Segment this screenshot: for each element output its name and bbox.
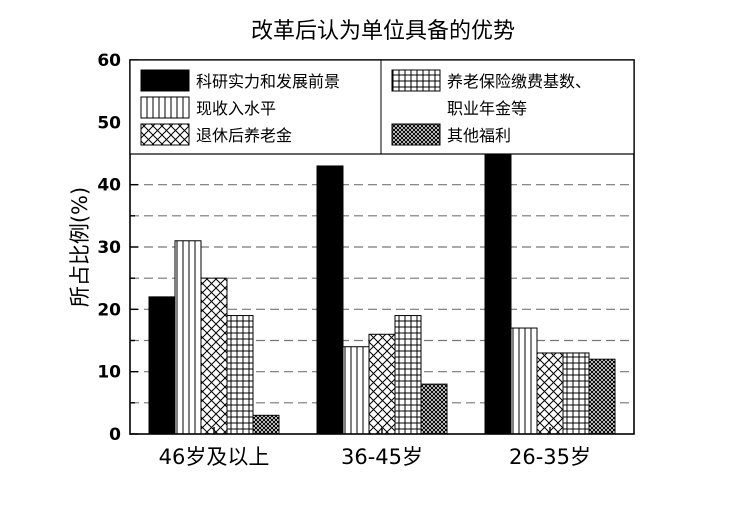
bar (420, 383, 448, 435)
bar (252, 414, 280, 435)
y-tick-label: 60 (97, 51, 121, 71)
bar (226, 315, 254, 435)
bar (342, 346, 370, 435)
legend-box (129, 59, 635, 155)
legend-swatch-other (391, 123, 441, 146)
legend-label-income: 现收入水平 (196, 99, 276, 118)
y-tick-label: 40 (97, 176, 121, 196)
bar (510, 327, 538, 435)
x-tick-label: 46岁及以上 (159, 445, 270, 469)
bar (148, 296, 176, 435)
x-tick-label: 36-45岁 (341, 445, 423, 469)
legend-label-pension: 退休后养老金 (196, 126, 292, 145)
x-axis: 46岁及以上 36-45岁 26-35岁 (159, 427, 591, 469)
legend-swatch-insurance (391, 69, 441, 92)
legend-label-research: 科研实力和发展前景 (196, 72, 340, 91)
bar (368, 333, 396, 435)
bar (562, 352, 590, 435)
bar (200, 277, 228, 435)
y-tick-label: 20 (97, 300, 121, 320)
bar (394, 315, 422, 435)
x-tick-label: 26-35岁 (509, 445, 591, 469)
legend-swatch-pension (140, 123, 190, 146)
bar (316, 165, 344, 435)
y-tick-label: 30 (97, 238, 121, 258)
y-tick-label: 10 (97, 363, 121, 383)
y-axis-label: 所占比例(%) (68, 187, 92, 307)
legend-label-insurance-line2: 职业年金等 (447, 99, 527, 118)
bar (174, 240, 202, 435)
legend-swatch-income (140, 96, 190, 119)
legend-swatch-research (140, 69, 190, 92)
bar (484, 153, 512, 435)
chart-title: 改革后认为单位具备的优势 (251, 19, 515, 44)
y-tick-label: 0 (109, 425, 121, 445)
bar (536, 352, 564, 435)
bars (148, 153, 616, 435)
legend: 科研实力和发展前景 现收入水平 退休后养老金 养老保险缴费基数、 职业年金等 其… (129, 59, 635, 155)
legend-label-other: 其他福利 (447, 126, 511, 145)
y-tick-label: 50 (97, 113, 121, 133)
legend-label-insurance-line1: 养老保险缴费基数、 (447, 72, 591, 91)
bar (588, 358, 616, 435)
